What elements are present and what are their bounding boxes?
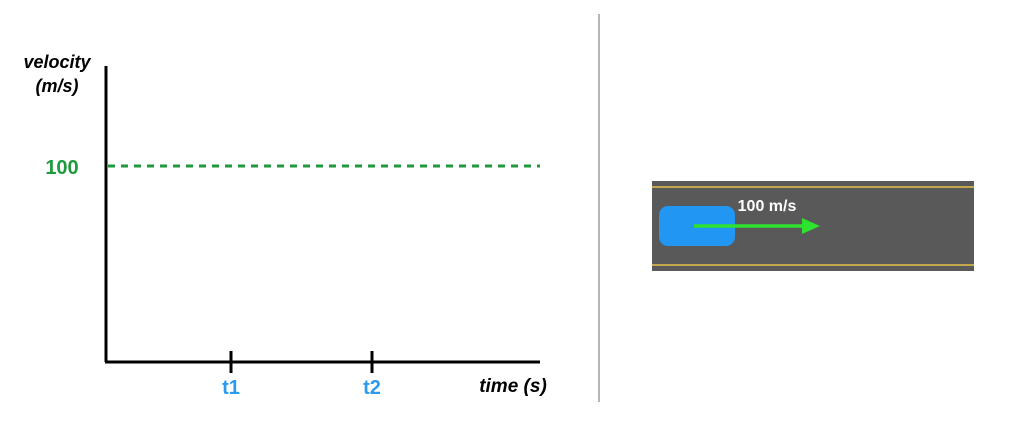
road-scene: 100 m/s <box>652 181 974 271</box>
velocity-value-label: 100 <box>45 157 78 179</box>
y-axis-label-line2: (m/s) <box>35 76 78 96</box>
tick-label-t2: t2 <box>363 377 381 399</box>
velocity-time-graph: velocity (m/s) 100 t1 t2 time (s) <box>23 52 546 399</box>
road-velocity-label: 100 m/s <box>738 198 797 215</box>
tick-label-t1: t1 <box>222 377 240 399</box>
velocity-arrow-head <box>802 218 820 234</box>
x-axis-label: time (s) <box>479 376 547 397</box>
y-axis-label-line1: velocity <box>23 52 91 72</box>
